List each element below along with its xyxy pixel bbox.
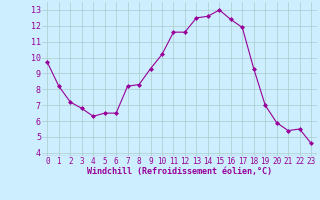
X-axis label: Windchill (Refroidissement éolien,°C): Windchill (Refroidissement éolien,°C) [87,167,272,176]
